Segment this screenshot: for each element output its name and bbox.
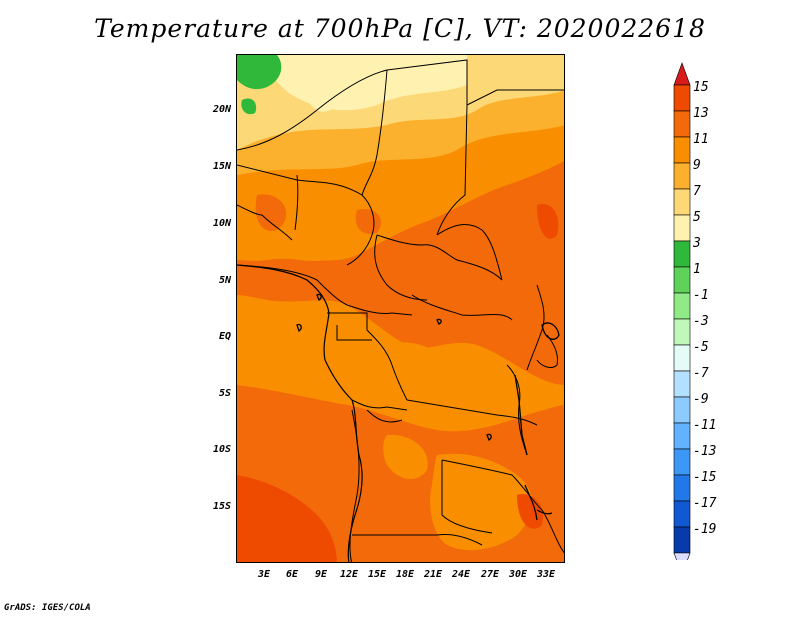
colorbar-label-3: 3 [693,236,701,251]
colorbar-segment [673,526,691,554]
country-borders [237,59,564,562]
colorbar [673,62,691,560]
colorbar-label-m17: -17 [693,496,717,511]
field-patch-13-15-ne [537,204,559,239]
field-band-9-11-south [430,453,532,551]
x-label-18e: 18E [395,569,415,580]
colorbar-segment [673,500,691,528]
colorbar-label-m11: -11 [693,418,717,433]
colorbar-label-m5: -5 [693,340,709,355]
colorbar-label-1: 1 [693,262,701,277]
colorbar-segment [673,214,691,242]
field-band-9-11-eq [290,312,400,385]
colorbar-label-m13: -13 [693,444,717,459]
colorbar-label-m19: -19 [693,522,717,537]
x-label-27e: 27E [480,569,500,580]
field-band-13-15 [237,475,337,562]
colorbar-label-13: 13 [693,106,709,121]
colorbar-label-11: 11 [693,132,709,147]
field-patch-11-13-b [355,209,381,234]
temperature-map [236,54,565,563]
x-label-15e: 15E [367,569,387,580]
colorbar-label-7: 7 [693,184,701,199]
x-label-6e: 6E [285,569,299,580]
y-label-10s: 10S [212,444,231,455]
colorbar-label-m9: -9 [693,392,709,407]
colorbar-label-m7: -7 [693,366,709,381]
x-label-3e: 3E [257,569,271,580]
y-label-20n: 20N [212,104,231,115]
y-label-10n: 10N [212,218,231,229]
y-label-15s: 15S [212,501,231,512]
y-label-5n: 5N [218,275,231,286]
lakes [296,293,560,521]
field-band-9-11-north [237,175,427,261]
colorbar-segment [673,422,691,450]
colorbar-bottom-arrow [673,552,691,560]
x-label-21e: 21E [423,569,443,580]
colorbar-top-arrow [673,62,691,86]
colorbar-segment [673,240,691,268]
atlantic-coastline [237,264,363,562]
colorbar-label-m3: -3 [693,314,709,329]
colorbar-segment [673,474,691,502]
x-label-24e: 24E [451,569,471,580]
colorbar-segment [673,188,691,216]
colorbar-segment [673,84,691,112]
colorbar-segment [673,292,691,320]
colorbar-segment [673,396,691,424]
colorbar-segment [673,370,691,398]
map-canvas [237,55,564,562]
colorbar-segment [673,266,691,294]
colorbar-segment [673,162,691,190]
x-label-12e: 12E [339,569,359,580]
field-patch-13-15-se [517,494,543,529]
colorbar-label-5: 5 [693,210,701,225]
colorbar-label-m15: -15 [693,470,717,485]
x-label-9e: 9E [314,569,328,580]
colorbar-segment [673,344,691,372]
y-label-5s: 5S [218,388,231,399]
y-label-15n: 15N [212,161,231,172]
y-label-eq: EQ [218,331,231,342]
grads-credit: GrADS: IGES/COLA [4,603,91,613]
field-patch-5-7 [487,69,520,97]
field-patch-1-3 [237,55,282,90]
field-band-9-11-west [237,295,288,386]
x-label-30e: 30E [508,569,528,580]
colorbar-segment [673,448,691,476]
x-label-33e: 33E [536,569,556,580]
colorbar-segment [673,136,691,164]
field-patch-3-5 [297,74,340,112]
field-band-11-13 [237,161,564,385]
field-patch-1-3-b [241,98,257,115]
field-patch-9-11-south [383,434,428,480]
colorbar-segment [673,110,691,138]
colorbar-label-15: 15 [693,80,709,95]
field-band-9-11-eq-b [385,342,474,421]
colorbar-segment [673,318,691,346]
field-patch-11-13-a [255,194,287,231]
chart-title: Temperature at 700hPa [C], VT: 202002261… [94,14,706,43]
colorbar-label-m1: -1 [693,288,709,303]
colorbar-label-9: 9 [693,158,701,173]
